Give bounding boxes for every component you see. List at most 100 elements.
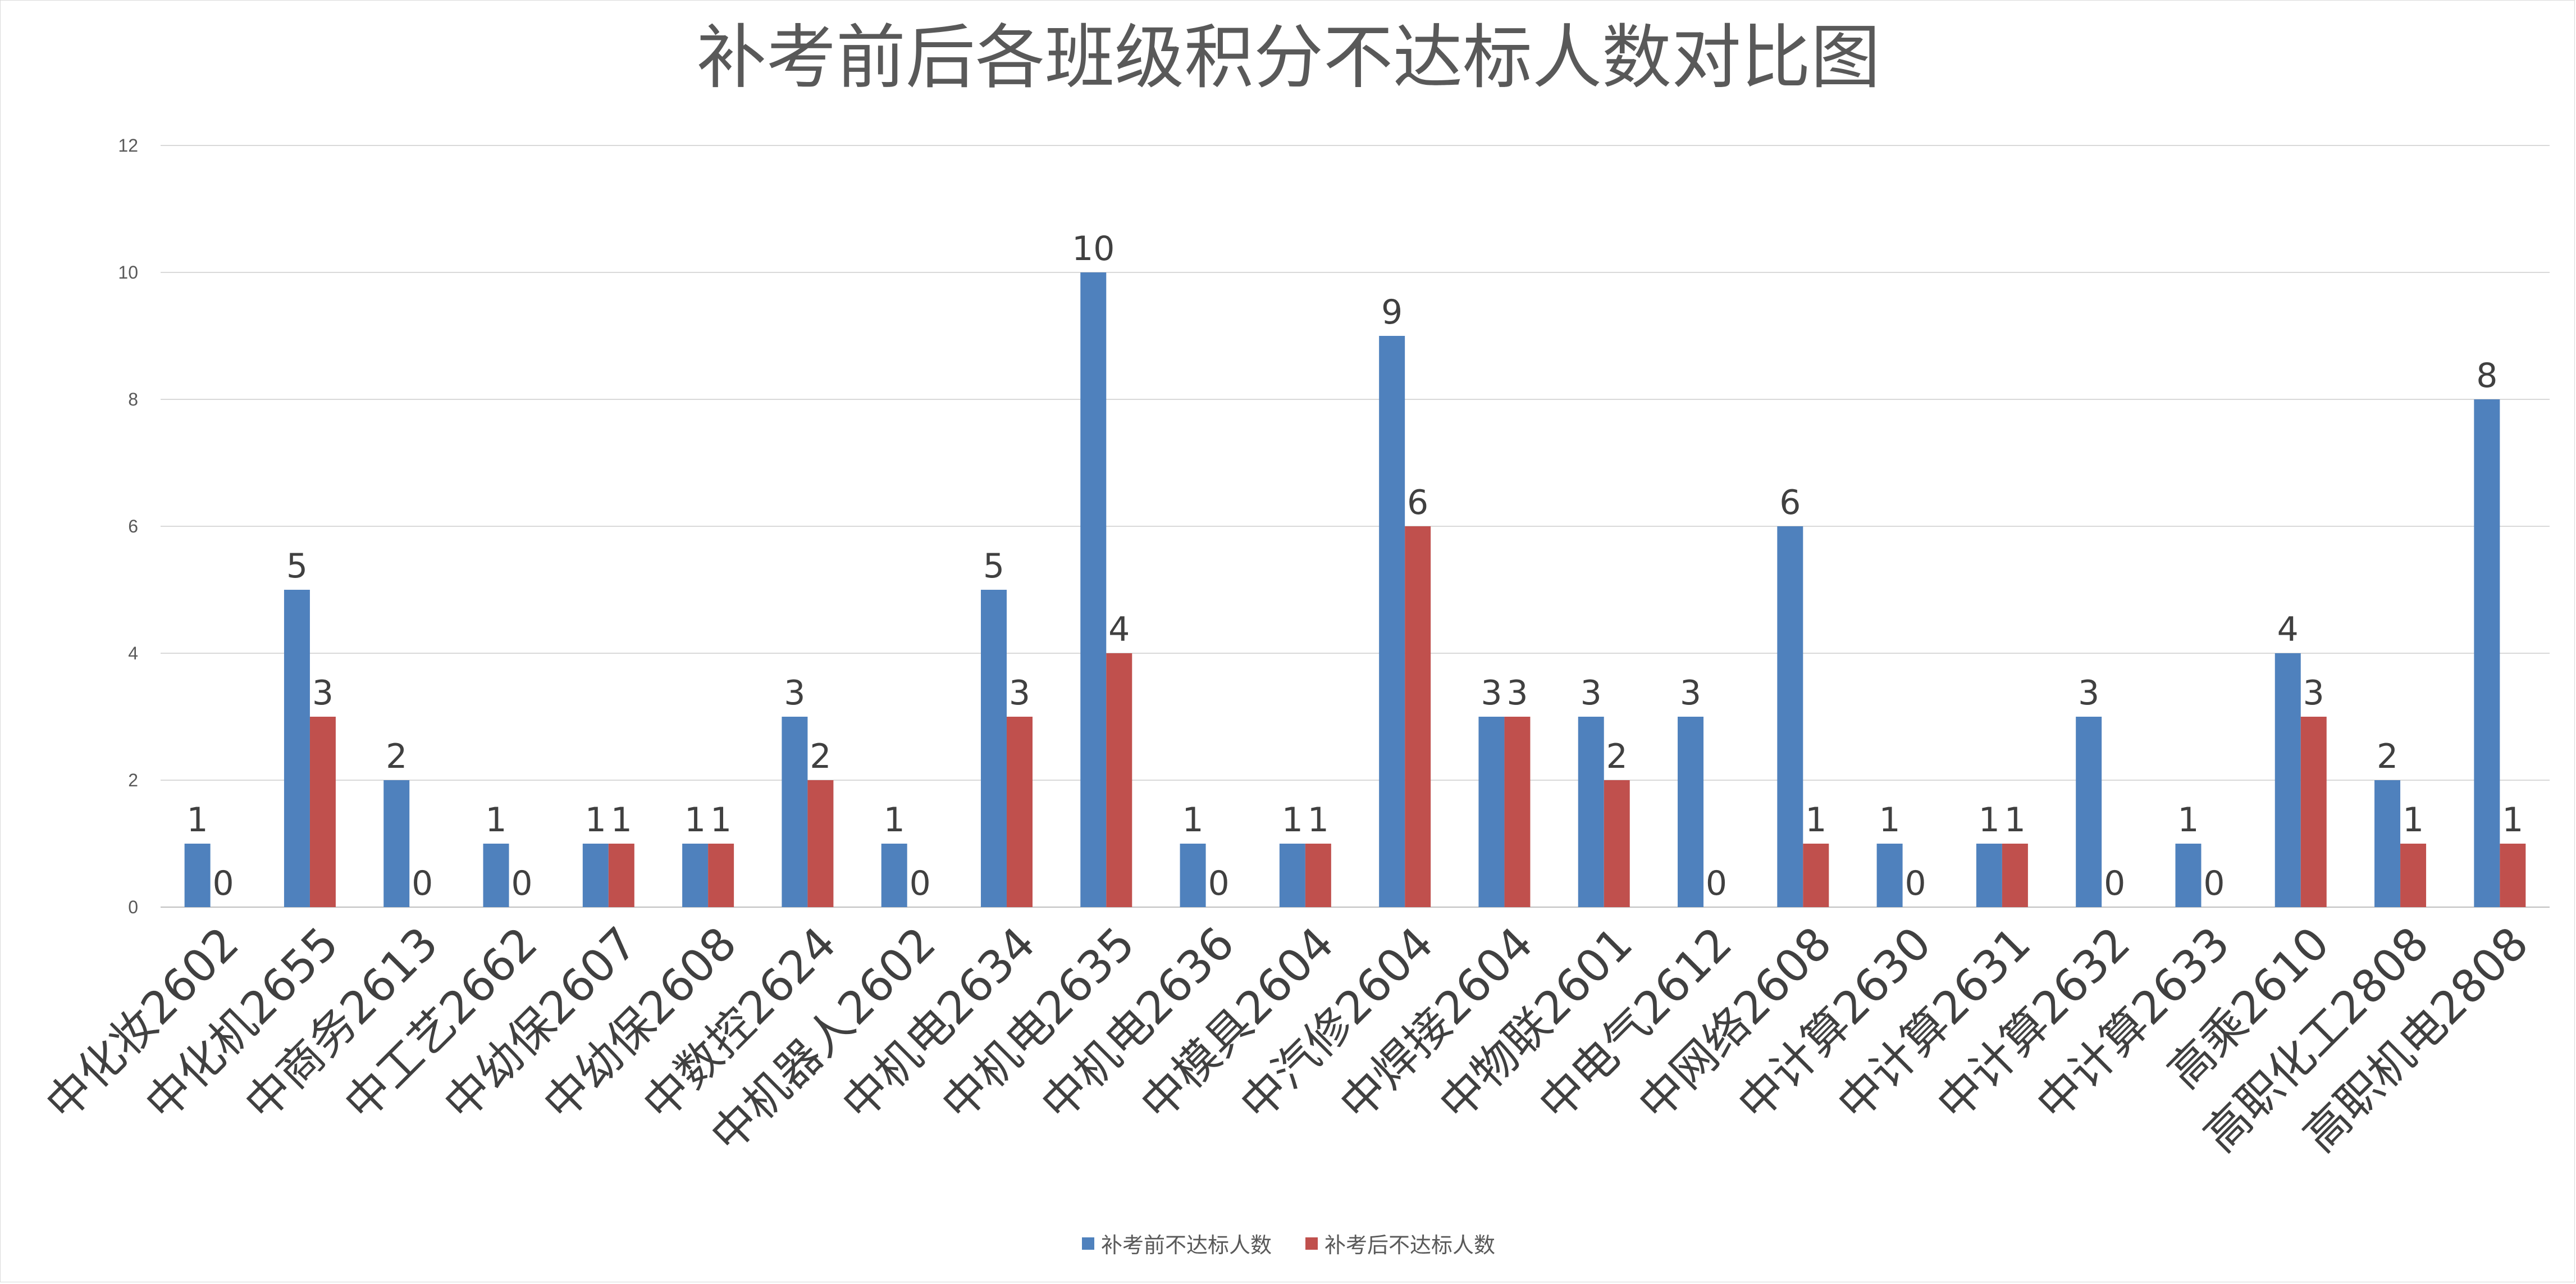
data-label: 0 [511, 864, 532, 903]
data-label: 5 [286, 547, 308, 586]
data-label: 1 [684, 800, 706, 840]
data-label: 3 [312, 673, 334, 713]
data-label: 3 [1581, 673, 1602, 713]
bar-after [1604, 780, 1630, 907]
bar-before [483, 844, 509, 907]
data-label: 3 [784, 673, 805, 713]
bar-before [1279, 844, 1305, 907]
bar-after [1106, 653, 1132, 907]
legend-label: 补考后不达标人数 [1324, 1233, 1496, 1258]
bar-before [2474, 399, 2500, 907]
data-label: 2 [810, 737, 831, 776]
bar-after [2002, 844, 2028, 907]
data-label: 1 [611, 800, 632, 840]
bar-before [184, 844, 211, 907]
chart-legend: 补考前不达标人数 补考后不达标人数 [1, 1228, 2576, 1259]
bar-before [881, 844, 907, 907]
bar-after [1405, 526, 1431, 907]
data-label: 3 [1481, 673, 1502, 713]
data-label: 0 [1208, 864, 1229, 903]
y-tick-label: 6 [128, 516, 138, 536]
data-label: 1 [2403, 800, 2424, 840]
data-label: 1 [1308, 800, 1329, 840]
data-label: 1 [1879, 800, 1901, 840]
legend-label: 补考前不达标人数 [1100, 1233, 1272, 1258]
bar-after [1006, 717, 1033, 907]
data-label: 3 [1506, 673, 1528, 713]
data-label: 0 [910, 864, 931, 903]
bar-before [1976, 844, 2002, 907]
data-label: 1 [1805, 800, 1826, 840]
data-label: 0 [1905, 864, 1926, 903]
bar-after [1803, 844, 1829, 907]
y-tick-label: 12 [118, 135, 138, 156]
bar-before [2374, 780, 2401, 907]
data-label: 1 [2177, 800, 2199, 840]
bar-before [1678, 717, 1704, 907]
bar-before [2076, 717, 2102, 907]
data-label: 1 [1182, 800, 1203, 840]
data-label: 2 [1606, 737, 1628, 776]
y-tick-label: 8 [128, 389, 138, 409]
data-label: 3 [2078, 673, 2099, 713]
bar-after [608, 844, 634, 907]
bar-before [2175, 844, 2202, 907]
y-tick-label: 10 [118, 262, 138, 283]
legend-swatch [1305, 1237, 1318, 1250]
data-label: 3 [1680, 673, 1701, 713]
data-label: 4 [2277, 610, 2299, 649]
data-label: 1 [710, 800, 732, 840]
bar-after [708, 844, 734, 907]
y-tick-label: 4 [128, 643, 138, 663]
data-label: 9 [1381, 293, 1403, 332]
data-label: 1 [1979, 800, 2000, 840]
data-label: 1 [884, 800, 905, 840]
bar-before [1777, 526, 1803, 907]
data-label: 3 [2303, 673, 2324, 713]
data-label: 1 [2502, 800, 2523, 840]
data-label: 10 [1072, 229, 1115, 268]
legend-item: 补考前不达标人数 [1081, 1228, 1272, 1259]
data-label: 2 [386, 737, 407, 776]
bar-before [1180, 844, 1206, 907]
bar-before [782, 717, 808, 907]
data-label: 3 [1009, 673, 1030, 713]
data-label: 0 [213, 864, 234, 903]
bar-after [2300, 717, 2327, 907]
bar-before [682, 844, 709, 907]
data-label: 8 [2476, 356, 2497, 395]
bar-before [582, 844, 609, 907]
data-label: 1 [2004, 800, 2026, 840]
bar-after [2400, 844, 2427, 907]
bar-before [1379, 336, 1405, 907]
bar-after [2500, 844, 2526, 907]
y-tick-label: 2 [128, 770, 138, 790]
y-tick-label: 0 [128, 897, 138, 917]
data-label: 5 [983, 547, 1004, 586]
bar-before [1876, 844, 1903, 907]
bar-after [807, 780, 834, 907]
data-label: 1 [485, 800, 506, 840]
data-label: 0 [2104, 864, 2125, 903]
bar-after [309, 717, 336, 907]
data-label: 0 [2203, 864, 2225, 903]
bar-after [1305, 844, 1331, 907]
data-label: 1 [585, 800, 606, 840]
bar-before [1578, 717, 1604, 907]
legend-swatch [1081, 1237, 1094, 1250]
bar-before [1080, 272, 1107, 907]
data-label: 6 [1407, 483, 1428, 522]
data-label: 6 [1779, 483, 1801, 522]
data-label: 0 [412, 864, 433, 903]
legend-item: 补考后不达标人数 [1305, 1228, 1495, 1259]
bar-before [383, 780, 410, 907]
chart-title: 补考前后各班级积分不达标人数对比图 [696, 17, 1880, 98]
data-label: 1 [187, 800, 208, 840]
data-label: 2 [2377, 737, 2398, 776]
bar-after [1504, 717, 1531, 907]
data-label: 4 [1108, 610, 1130, 649]
data-label: 0 [1706, 864, 1727, 903]
bar-before [1478, 717, 1505, 907]
